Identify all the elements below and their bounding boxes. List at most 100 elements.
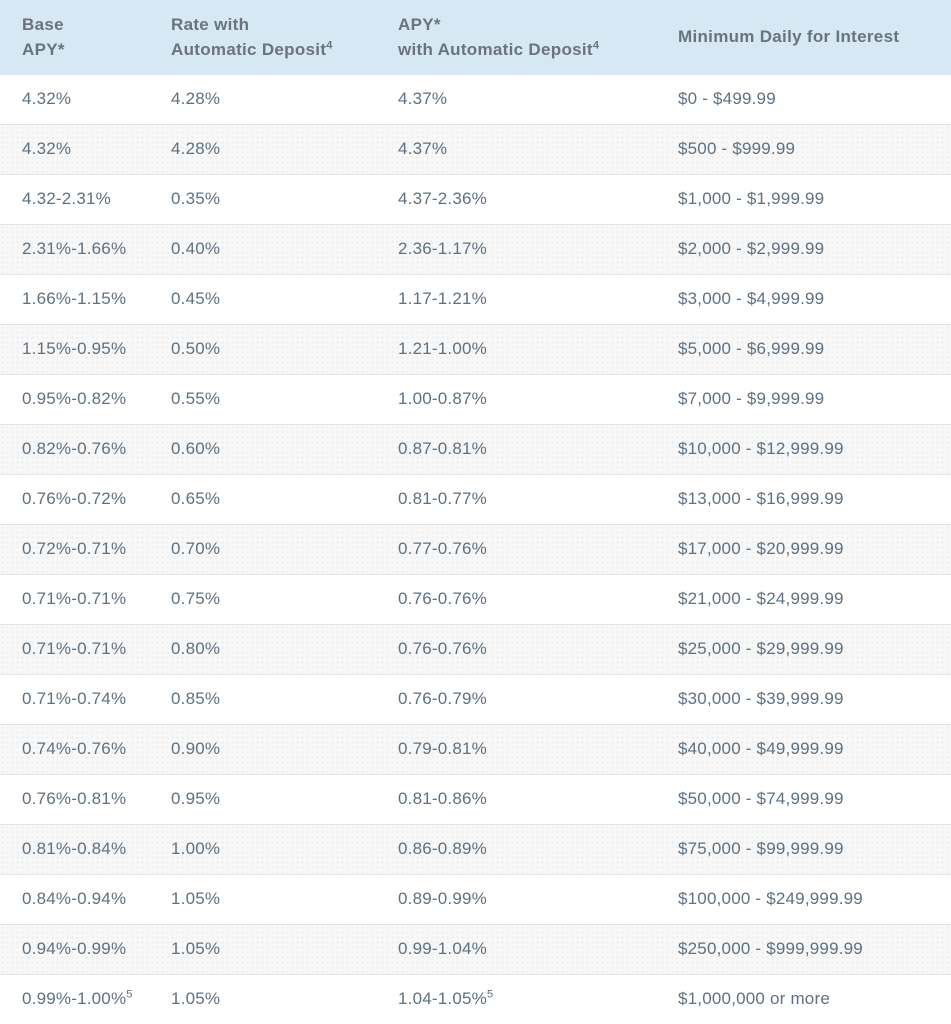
table-row: 0.74%-0.76% 0.90% 0.79-0.81% $40,000 - $49,…	[0, 724, 951, 774]
table-row: 0.81%-0.84% 1.00% 0.86-0.89% $75,000 - $99,…	[0, 824, 951, 874]
header-rate-with-auto-deposit: Rate with Automatic Deposit4	[171, 0, 398, 74]
table-cell: $7,000 - $9,999.99	[678, 389, 825, 408]
table-row: 0.72%-0.71% 0.70% 0.77-0.76% $17,000 - $20,…	[0, 524, 951, 574]
table-cell: 0.81-0.77%	[398, 489, 487, 508]
table-cell: 0.76%-0.81%	[22, 789, 127, 808]
table-cell: 0.35%	[171, 189, 221, 208]
table-cell: 0.82%-0.76%	[22, 439, 127, 458]
table-cell: $25,000 - $29,999.99	[678, 639, 844, 658]
footnote-marker: 4	[326, 39, 333, 52]
table-cell: 0.40%	[171, 239, 221, 258]
table-cell: 0.76-0.76%	[398, 639, 487, 658]
table-row: 0.71%-0.74% 0.85% 0.76-0.79% $30,000 - $39,…	[0, 674, 951, 724]
table-cell: 0.71%-0.71%	[22, 589, 127, 608]
table-row: 2.31%-1.66% 0.40% 2.36-1.17% $2,000 - $2,99…	[0, 224, 951, 274]
table-cell: 1.21-1.00%	[398, 339, 487, 358]
table-row: 0.71%-0.71% 0.75% 0.76-0.76% $21,000 - $24,…	[0, 574, 951, 624]
table-row: 1.15%-0.95% 0.50% 1.21-1.00% $5,000 - $6,99…	[0, 324, 951, 374]
table-cell: $30,000 - $39,999.99	[678, 689, 844, 708]
table-cell: 0.95%-0.82%	[22, 389, 127, 408]
table-header: Base APY* Rate with Automatic Deposit4 A…	[0, 0, 951, 74]
table-cell: 1.66%-1.15%	[22, 289, 127, 308]
table-cell: 1.05%	[171, 989, 221, 1009]
table-cell: $50,000 - $74,999.99	[678, 789, 844, 808]
table-row: 0.95%-0.82% 0.55% 1.00-0.87% $7,000 - $9,99…	[0, 374, 951, 424]
table-cell: $0 - $499.99	[678, 89, 776, 108]
table-cell: 0.86-0.89%	[398, 839, 487, 858]
table-cell: $13,000 - $16,999.99	[678, 489, 844, 508]
table-cell: 1.05%	[171, 939, 221, 958]
table-cell: 0.76%-0.72%	[22, 489, 127, 508]
table-cell: 0.76-0.76%	[398, 589, 487, 608]
table-cell: 0.45%	[171, 289, 221, 308]
table-cell: 0.71%-0.71%	[22, 639, 127, 658]
table-cell: 0.80%	[171, 639, 221, 658]
table-cell: 0.99%-1.00%5	[22, 988, 133, 1009]
table-cell: 0.55%	[171, 389, 221, 408]
table-cell: 0.50%	[171, 339, 221, 358]
table-cell: 2.31%-1.66%	[22, 239, 127, 258]
table-cell: 0.89-0.99%	[398, 889, 487, 908]
table-cell: 4.28%	[171, 139, 221, 158]
table-cell: $75,000 - $99,999.99	[678, 839, 844, 858]
table-cell: 0.60%	[171, 439, 221, 458]
header-line: Rate with	[171, 14, 250, 34]
table-cell: 1.00-0.87%	[398, 389, 487, 408]
table-cell: 4.28%	[171, 89, 221, 108]
table-cell: 0.76-0.79%	[398, 689, 487, 708]
table-cell: 0.99-1.04%	[398, 939, 487, 958]
table-cell: 1.05%	[171, 889, 221, 908]
table-cell: 0.77-0.76%	[398, 539, 487, 558]
table-row: 0.82%-0.76% 0.60% 0.87-0.81% $10,000 - $12,…	[0, 424, 951, 474]
table-cell: 0.81-0.86%	[398, 789, 487, 808]
table-cell: 0.87-0.81%	[398, 439, 487, 458]
table-cell: $500 - $999.99	[678, 139, 796, 158]
table-cell: 0.70%	[171, 539, 221, 558]
header-line: APY*	[22, 39, 65, 59]
table-row: 0.99%-1.00%5 1.05% 1.04-1.05%5 $1,000,000 o…	[0, 974, 951, 1024]
table-row: 4.32% 4.28% 4.37% $500 - $999.99	[0, 124, 951, 174]
table-row: 4.32% 4.28% 4.37% $0 - $499.99	[0, 74, 951, 124]
table-cell: $3,000 - $4,999.99	[678, 289, 825, 308]
table-row: 0.94%-0.99% 1.05% 0.99-1.04% $250,000 - $99…	[0, 924, 951, 974]
table-cell: 0.72%-0.71%	[22, 539, 127, 558]
table-row: 4.32-2.31% 0.35% 4.37-2.36% $1,000 - $1,999…	[0, 174, 951, 224]
table-cell: $100,000 - $249,999.99	[678, 889, 863, 908]
table-cell: 1.04-1.05%5	[398, 988, 494, 1009]
table-cell: 4.37%	[398, 139, 448, 158]
header-line: Base	[22, 14, 64, 34]
header-line: APY*	[398, 14, 441, 34]
footnote-marker: 5	[126, 988, 133, 1001]
header-line: Automatic Deposit4	[171, 39, 333, 59]
table-row: 0.76%-0.81% 0.95% 0.81-0.86% $50,000 - $74,…	[0, 774, 951, 824]
table-cell: 1.15%-0.95%	[22, 339, 127, 358]
table-cell: 4.37-2.36%	[398, 189, 487, 208]
table-cell: $10,000 - $12,999.99	[678, 439, 844, 458]
table-cell: 0.84%-0.94%	[22, 889, 127, 908]
header-row: Base APY* Rate with Automatic Deposit4 A…	[0, 0, 951, 74]
table-body: 4.32% 4.28% 4.37% $0 - $499.99 4.32% 4.28% 4.3…	[0, 74, 951, 1024]
table-cell: 0.94%-0.99%	[22, 939, 127, 958]
table-row: 1.66%-1.15% 0.45% 1.17-1.21% $3,000 - $4,99…	[0, 274, 951, 324]
header-line: Minimum Daily for Interest	[678, 27, 900, 47]
table-cell: 0.65%	[171, 489, 221, 508]
table-cell: 0.79-0.81%	[398, 739, 487, 758]
table-cell: 4.32%	[22, 139, 72, 158]
table-cell: $1,000 - $1,999.99	[678, 189, 825, 208]
header-base-apy: Base APY*	[0, 0, 171, 74]
table-row: 0.71%-0.71% 0.80% 0.76-0.76% $25,000 - $29,…	[0, 624, 951, 674]
table-cell: 0.90%	[171, 739, 221, 758]
table-cell: $2,000 - $2,999.99	[678, 239, 825, 258]
table-cell: 2.36-1.17%	[398, 239, 487, 258]
table-cell: 4.32-2.31%	[22, 189, 111, 208]
table-cell: $40,000 - $49,999.99	[678, 739, 844, 758]
table-cell: $21,000 - $24,999.99	[678, 589, 844, 608]
table-cell: $1,000,000 or more	[678, 989, 830, 1009]
table-cell: $17,000 - $20,999.99	[678, 539, 844, 558]
table-cell: 0.85%	[171, 689, 221, 708]
header-apy-with-auto-deposit: APY* with Automatic Deposit4	[398, 0, 678, 74]
table-cell: 4.32%	[22, 89, 72, 108]
table-cell: 1.17-1.21%	[398, 289, 487, 308]
table-cell: 4.37%	[398, 89, 448, 108]
